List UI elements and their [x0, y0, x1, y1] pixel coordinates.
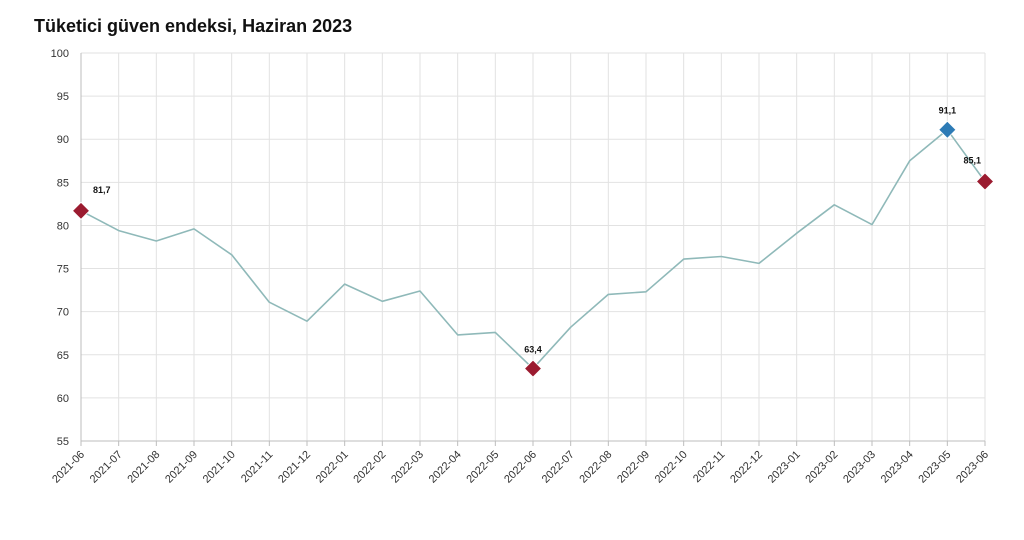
data-labels: 81,7 63,4 91,1 85,1 [93, 106, 981, 355]
x-tick-label: 2022-04 [427, 449, 464, 486]
data-point [758, 262, 761, 265]
data-point [607, 293, 610, 296]
x-tick-label: 2023-02 [803, 449, 840, 486]
x-tick-label: 2022-07 [540, 449, 577, 486]
x-tick-label: 2021-09 [163, 449, 200, 486]
y-tick-label: 75 [57, 264, 69, 276]
data-label: 85,1 [963, 155, 981, 165]
data-point [343, 283, 346, 286]
y-tick-label: 100 [51, 48, 69, 60]
data-point [720, 255, 723, 258]
data-point [795, 232, 798, 235]
data-point [645, 290, 648, 293]
highlight-marker [938, 120, 957, 139]
axes [80, 53, 986, 446]
x-tick-label: 2022-11 [691, 449, 727, 485]
data-label: 91,1 [939, 106, 957, 116]
chart-title: Tüketici güven endeksi, Haziran 2023 [34, 16, 353, 36]
x-tick-label: 2022-10 [653, 449, 690, 486]
data-point [306, 320, 309, 323]
y-tick-label: 55 [57, 436, 69, 448]
y-tick-label: 70 [57, 307, 69, 319]
x-tick-labels: 2021-06 2021-07 2021-08 2021-09 2021-10 2021-… [50, 449, 991, 486]
x-tick-label: 2021-07 [88, 449, 125, 486]
data-point [155, 239, 158, 242]
x-tick-label: 2022-01 [314, 449, 351, 486]
data-point [833, 203, 836, 206]
x-tick-label: 2021-08 [125, 449, 162, 486]
highlight-marker [523, 359, 543, 378]
data-point [268, 301, 271, 304]
data-point [456, 333, 459, 336]
y-tick-label: 80 [57, 220, 69, 232]
x-tick-label: 2023-03 [841, 449, 878, 486]
x-tick-label: 2022-02 [351, 449, 388, 486]
y-tick-label: 65 [57, 350, 69, 362]
y-tick-label: 90 [57, 134, 69, 146]
y-tick-labels: 55 60 65 70 75 80 85 90 95 100 [51, 48, 69, 448]
x-tick-label: 2021-12 [276, 449, 313, 486]
x-tick-label: 2021-10 [201, 449, 238, 486]
data-point [908, 159, 911, 162]
data-markers [71, 120, 995, 378]
x-tick-label: 2021-11 [239, 449, 275, 485]
data-point [381, 300, 384, 303]
x-tick-label: 2023-06 [954, 449, 991, 486]
data-point [117, 229, 120, 232]
highlight-marker [71, 201, 91, 220]
data-point [230, 253, 233, 256]
data-point [193, 227, 196, 230]
x-tick-label: 2022-09 [615, 449, 652, 486]
data-point [494, 331, 497, 334]
data-point [419, 289, 422, 292]
x-tick-label: 2023-05 [916, 449, 953, 486]
grid-lines [80, 52, 986, 442]
x-tick-label: 2022-08 [577, 449, 614, 486]
y-tick-label: 60 [57, 393, 69, 405]
x-tick-label: 2022-12 [728, 449, 765, 486]
x-tick-label: 2021-06 [50, 449, 87, 486]
data-label: 81,7 [93, 185, 111, 195]
x-tick-label: 2023-04 [879, 449, 916, 486]
data-point [871, 223, 874, 226]
data-label: 63,4 [524, 345, 542, 355]
x-tick-label: 2022-03 [389, 449, 426, 486]
highlight-marker [975, 172, 995, 191]
data-point [569, 326, 572, 329]
x-tick-label: 2023-01 [766, 449, 803, 486]
x-tick-label: 2022-05 [464, 449, 501, 486]
x-tick-label: 2022-06 [502, 449, 539, 486]
y-tick-label: 95 [57, 91, 69, 103]
data-point [682, 258, 685, 261]
y-tick-label: 85 [57, 177, 69, 189]
